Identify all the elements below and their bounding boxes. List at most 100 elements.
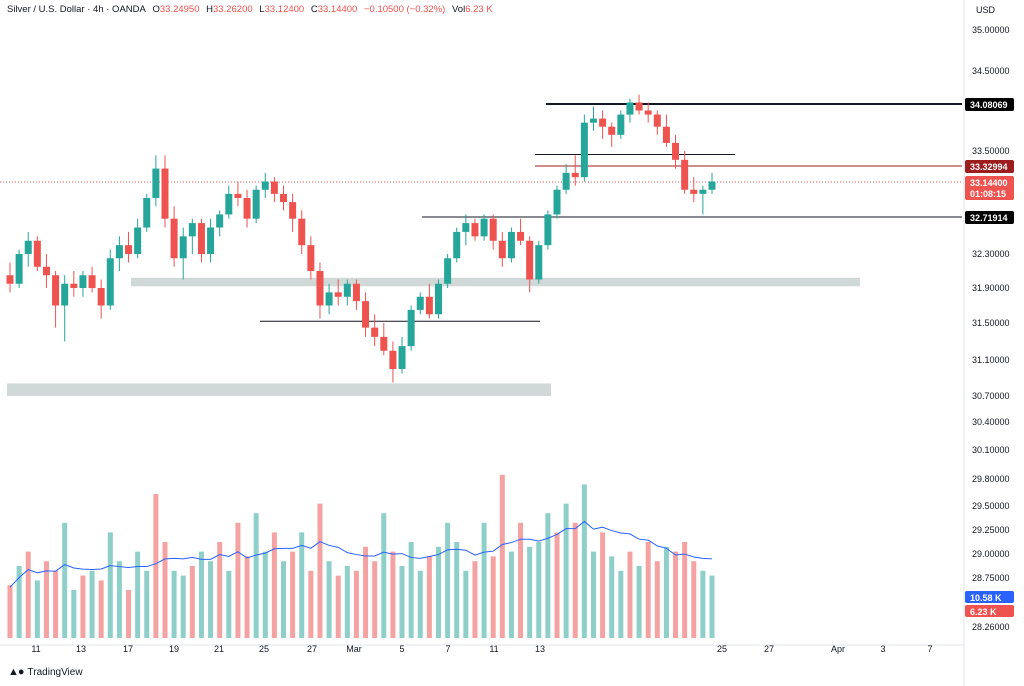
- volume-bar: [171, 570, 177, 638]
- candle-body: [115, 245, 123, 259]
- candle-body: [708, 181, 716, 190]
- candle-body: [398, 346, 406, 369]
- price-tick-label: 29.80000: [972, 474, 1010, 484]
- candle-body: [471, 223, 479, 237]
- price-tick-label: 30.40000: [972, 417, 1010, 427]
- volume-bar: [417, 570, 423, 638]
- time-tick-label: Apr: [831, 644, 845, 654]
- close-label: C: [310, 4, 318, 15]
- volume-bar: [189, 566, 195, 638]
- volume-bar: [426, 556, 432, 638]
- volume-bar: [490, 556, 496, 638]
- volume-bar: [481, 522, 487, 638]
- candle-body: [690, 189, 698, 194]
- candle-body: [316, 271, 324, 306]
- time-tick-label: 11: [489, 644, 498, 654]
- open-label: O: [152, 4, 160, 15]
- volume-bar: [144, 570, 150, 638]
- level-32-7-badge-text: 32.71914: [970, 213, 1008, 223]
- volume-bar: [572, 522, 578, 638]
- volume-bar: [618, 570, 624, 638]
- tradingview-brand-text: TradingView: [27, 666, 83, 678]
- volume-bar: [7, 585, 13, 638]
- candle-body: [407, 309, 415, 347]
- volume-bar: [208, 561, 214, 638]
- candle-body: [343, 283, 351, 297]
- volume-bar: [235, 522, 241, 638]
- time-tick-label: 11: [31, 644, 40, 654]
- candle-body: [216, 214, 224, 228]
- volume-bar: [98, 580, 104, 638]
- volume-bar: [53, 570, 59, 638]
- price-axis-unit: USD: [976, 5, 996, 15]
- volume-bar: [636, 566, 642, 638]
- price-tick-label: 32.30000: [972, 249, 1010, 259]
- volume-bar: [518, 522, 524, 638]
- candle-body: [280, 193, 288, 203]
- time-tick-label: 25: [259, 644, 269, 654]
- candle-body: [599, 118, 607, 127]
- volume-bar: [454, 542, 460, 638]
- volume-bar: [62, 522, 68, 638]
- volume-bar: [226, 570, 232, 638]
- tradingview-logo[interactable]: ▲● TradingView: [8, 666, 83, 678]
- low-value: 33.12400: [264, 4, 305, 15]
- volume-bar: [344, 566, 350, 638]
- high-label: H: [206, 4, 214, 15]
- candle-body: [79, 275, 87, 288]
- volume-bar: [508, 551, 514, 638]
- candle-body: [544, 214, 552, 246]
- volume-bar: [390, 551, 396, 638]
- time-tick-label: 3: [880, 644, 885, 654]
- candle-body: [489, 218, 497, 241]
- time-tick-label: 27: [307, 644, 317, 654]
- volume-bar: [499, 474, 505, 638]
- candle-body: [425, 296, 433, 315]
- current-price-badge: [965, 176, 1014, 200]
- price-tick-label: 31.50000: [972, 318, 1010, 328]
- volume-bar: [600, 532, 606, 638]
- time-tick-label: 5: [399, 644, 404, 654]
- level-33-3-badge-text: 33.32994: [970, 162, 1008, 172]
- volume-ma-badge: [965, 591, 1014, 603]
- candle-body: [672, 142, 680, 160]
- volume-bar: [545, 513, 551, 638]
- volume-bar: [645, 542, 651, 638]
- vol-label: Vol: [451, 4, 466, 15]
- candle-body: [681, 159, 689, 190]
- time-tick-label: 17: [123, 644, 133, 654]
- candle-body: [580, 122, 588, 178]
- candle-body: [33, 240, 41, 267]
- volume-bar: [217, 542, 223, 638]
- candle-body: [462, 223, 470, 232]
- price-tick-label: 29.00000: [972, 549, 1010, 559]
- candle-body: [42, 266, 50, 276]
- candle-body: [498, 240, 506, 259]
- candle-body: [352, 283, 360, 302]
- candle-body: [371, 327, 379, 337]
- volume-bar: [180, 575, 186, 638]
- vol-value: 6.23 K: [465, 4, 493, 15]
- price-tick-label: 31.90000: [972, 283, 1010, 293]
- volume-bar: [126, 590, 132, 638]
- candle-body: [243, 197, 251, 219]
- tradingview-logo-icon: ▲●: [8, 666, 25, 678]
- candle-body: [526, 240, 534, 280]
- candle-body: [389, 350, 397, 369]
- volume-bar: [290, 551, 296, 638]
- candle-body: [635, 102, 643, 111]
- level-32-7-badge: [965, 210, 1014, 224]
- candle-body: [289, 202, 297, 219]
- volume-bar: [135, 551, 141, 638]
- volume-ma-badge-text: 10.58 K: [970, 593, 1002, 603]
- candle-body: [161, 168, 169, 219]
- demand-zone-upper: [131, 277, 860, 287]
- candle-body: [571, 172, 579, 178]
- volume-bar: [682, 542, 688, 638]
- candle-body: [507, 231, 515, 259]
- candle-body: [24, 240, 32, 254]
- candle-body: [307, 245, 315, 271]
- volume-bar: [335, 575, 341, 638]
- candle-body: [207, 227, 215, 254]
